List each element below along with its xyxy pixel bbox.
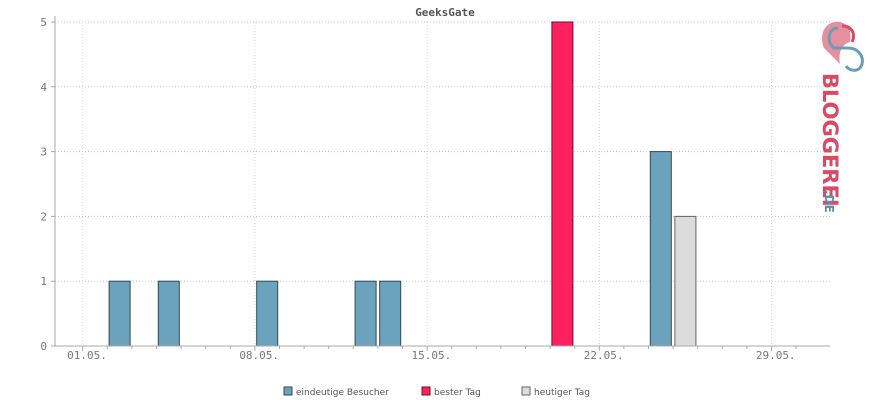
bloggerei-logo-icon	[821, 21, 864, 72]
bar	[256, 280, 279, 347]
bar	[649, 151, 672, 347]
bar	[674, 215, 697, 347]
x-tick-label: 15.05.	[412, 349, 452, 362]
x-tick-labels: 01.05. 08.05. 15.05. 22.05. 29.05.	[67, 349, 796, 362]
x-tick-label: 01.05.	[67, 349, 107, 362]
y-tick-labels: 0 1 2 3 4 5	[40, 16, 47, 353]
y-tick-label: 4	[40, 81, 47, 94]
bloggerei-logo-suffix: .DE	[822, 190, 836, 213]
chart-title: GeeksGate	[415, 6, 475, 19]
y-tick-label: 2	[40, 210, 47, 223]
legend-swatch	[421, 386, 431, 396]
y-tick-label: 3	[40, 146, 47, 159]
legend-label: eindeutige Besucher	[296, 388, 389, 398]
grid	[55, 21, 830, 346]
x-tick-label: 08.05.	[239, 349, 279, 362]
y-tick-label: 1	[40, 275, 47, 288]
x-tick-label: 29.05.	[756, 349, 796, 362]
bloggerei-logo: BLOGGEREI .DE	[818, 21, 864, 213]
bar	[108, 280, 131, 347]
bar	[551, 21, 574, 347]
x-tick-label: 22.05.	[584, 349, 624, 362]
legend: eindeutige Besucher bester Tag heutiger Ta…	[283, 386, 590, 398]
legend-swatch	[283, 386, 293, 396]
legend-swatch	[521, 386, 531, 396]
axes	[51, 16, 830, 351]
bar	[157, 280, 180, 347]
y-tick-label: 5	[40, 16, 47, 29]
legend-label: heutiger Tag	[534, 388, 590, 398]
bar	[379, 280, 402, 347]
bars	[108, 21, 697, 347]
legend-label: bester Tag	[434, 388, 481, 398]
bar	[354, 280, 377, 347]
bloggerei-logo-text: BLOGGEREI	[818, 73, 842, 207]
y-tick-label: 0	[40, 340, 47, 353]
